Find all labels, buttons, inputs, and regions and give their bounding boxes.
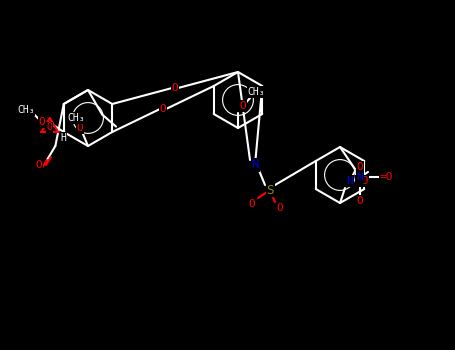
Text: O: O: [160, 104, 167, 114]
Text: O: O: [277, 203, 283, 213]
Text: O: O: [47, 122, 53, 132]
Text: O: O: [76, 123, 83, 133]
Text: CH₃: CH₃: [67, 113, 85, 123]
Text: O: O: [357, 196, 364, 206]
Text: H: H: [61, 133, 67, 142]
Text: =O: =O: [379, 172, 393, 182]
Text: CH₃: CH₃: [17, 105, 35, 115]
Text: N: N: [251, 159, 259, 172]
Text: O: O: [248, 199, 255, 209]
Text: S: S: [266, 183, 274, 196]
Text: O: O: [240, 101, 246, 111]
Text: CH₃: CH₃: [247, 87, 265, 97]
Text: O: O: [172, 83, 178, 93]
Text: N: N: [347, 176, 354, 186]
Text: =O: =O: [355, 176, 369, 186]
Text: O: O: [357, 162, 364, 172]
Text: O: O: [35, 160, 42, 170]
Text: O: O: [38, 117, 45, 127]
Text: N: N: [357, 172, 364, 182]
